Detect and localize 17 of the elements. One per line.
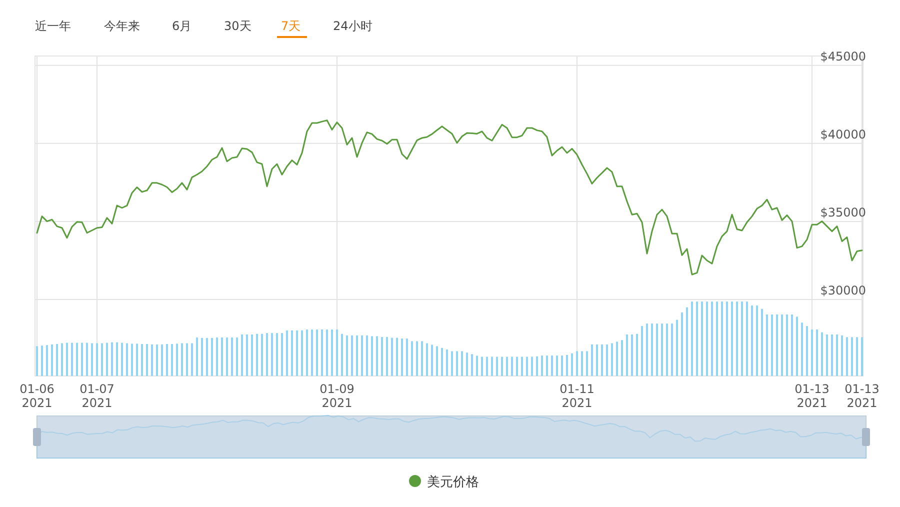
x-tick-label: 01-07 2021 xyxy=(80,382,114,410)
y-tick-label: $40000 xyxy=(820,127,866,142)
y-tick-label: $35000 xyxy=(820,205,866,220)
text: 24小时 xyxy=(333,19,372,33)
y-tick-label: $45000 xyxy=(820,49,866,64)
y-tick-label: $30000 xyxy=(820,284,866,298)
text: 今年来 xyxy=(104,19,140,33)
x-tick-label: 01-13 2021 xyxy=(844,382,880,410)
x-tick-label: 01-13 2021 xyxy=(794,382,830,410)
legend-label: 美元价格 xyxy=(427,474,479,490)
text: 30天 xyxy=(224,19,252,33)
x-tick-label: 01-09 2021 xyxy=(320,382,354,410)
x-tick-label: 01-11 2021 xyxy=(560,382,594,410)
text: 7天 xyxy=(281,19,301,33)
x-tick-label: 01-06 2021 xyxy=(20,382,54,410)
text: 6月 xyxy=(172,19,192,33)
text: 近一年 xyxy=(35,19,71,33)
